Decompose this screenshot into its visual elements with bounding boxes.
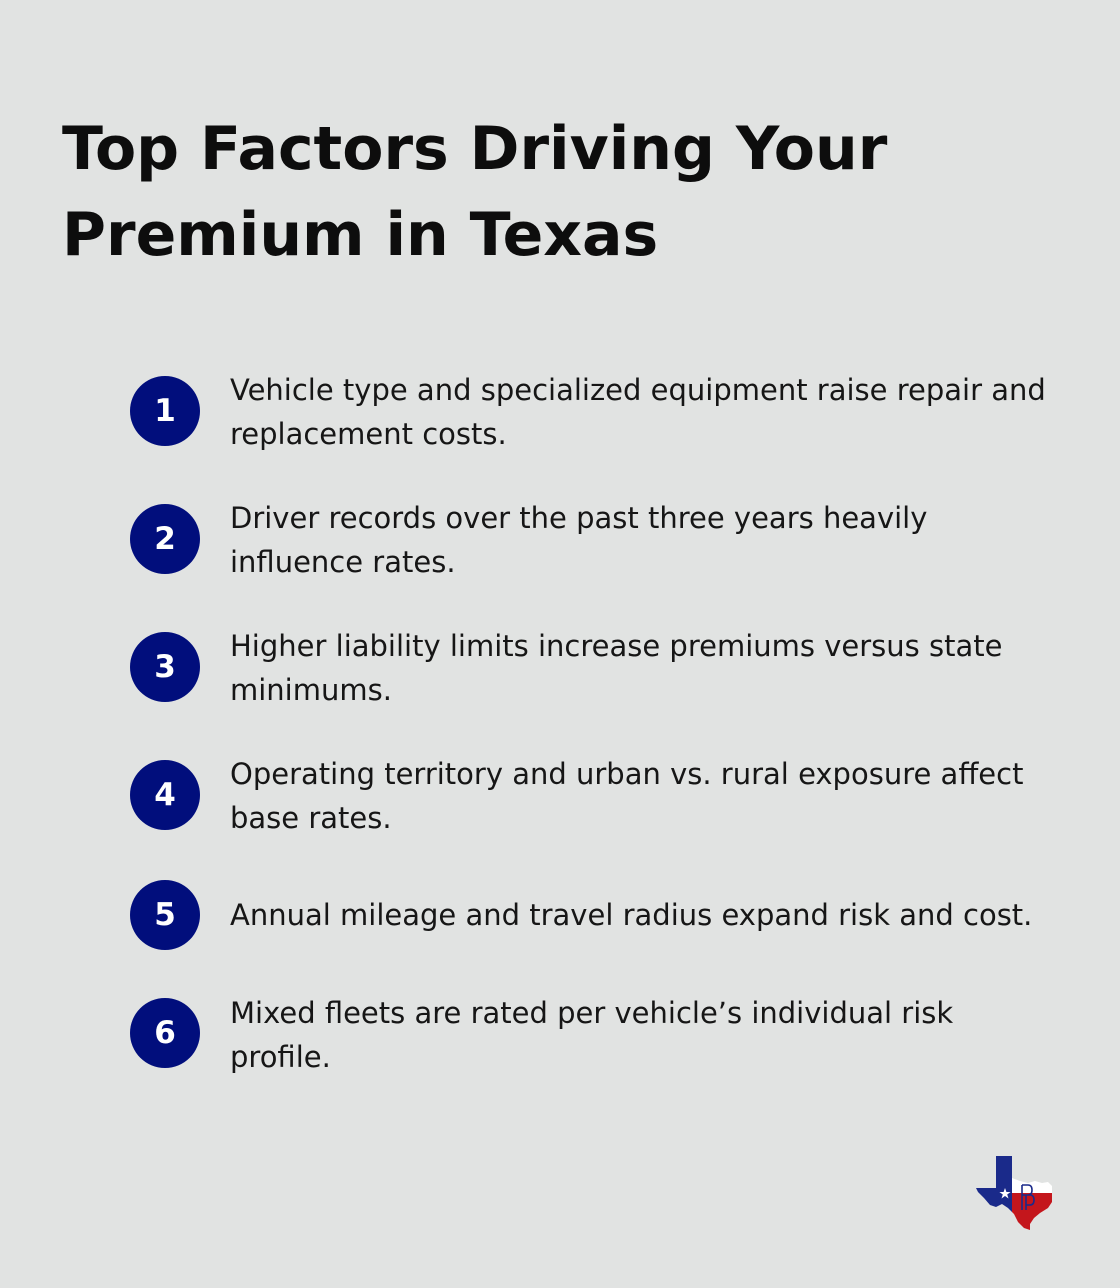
factor-text: Vehicle type and specialized equipment r… [230, 373, 1046, 451]
factor-text: Annual mileage and travel radius expand … [230, 898, 1033, 932]
number-badge: 1 [130, 376, 200, 446]
factor-text: Higher liability limits increase premium… [230, 629, 1003, 707]
number-badge: 3 [130, 632, 200, 702]
star-icon [999, 1188, 1011, 1199]
monogram-icon [1021, 1184, 1035, 1210]
factor-text: Operating territory and urban vs. rural … [230, 757, 1024, 835]
flag-white-stripe [1012, 1156, 1052, 1193]
number-badge: 5 [130, 880, 200, 950]
page-title: Top Factors Driving Your Premium in Texa… [62, 114, 888, 270]
number-badge: 2 [130, 504, 200, 574]
number-badge: 4 [130, 760, 200, 830]
factor-text: Driver records over the past three years… [230, 501, 928, 579]
factor-text: Mixed fleets are rated per vehicle’s ind… [230, 996, 954, 1074]
texas-flag-map-icon [976, 1156, 1052, 1230]
number-badge: 6 [130, 998, 200, 1068]
flag-red-stripe [1012, 1193, 1052, 1230]
